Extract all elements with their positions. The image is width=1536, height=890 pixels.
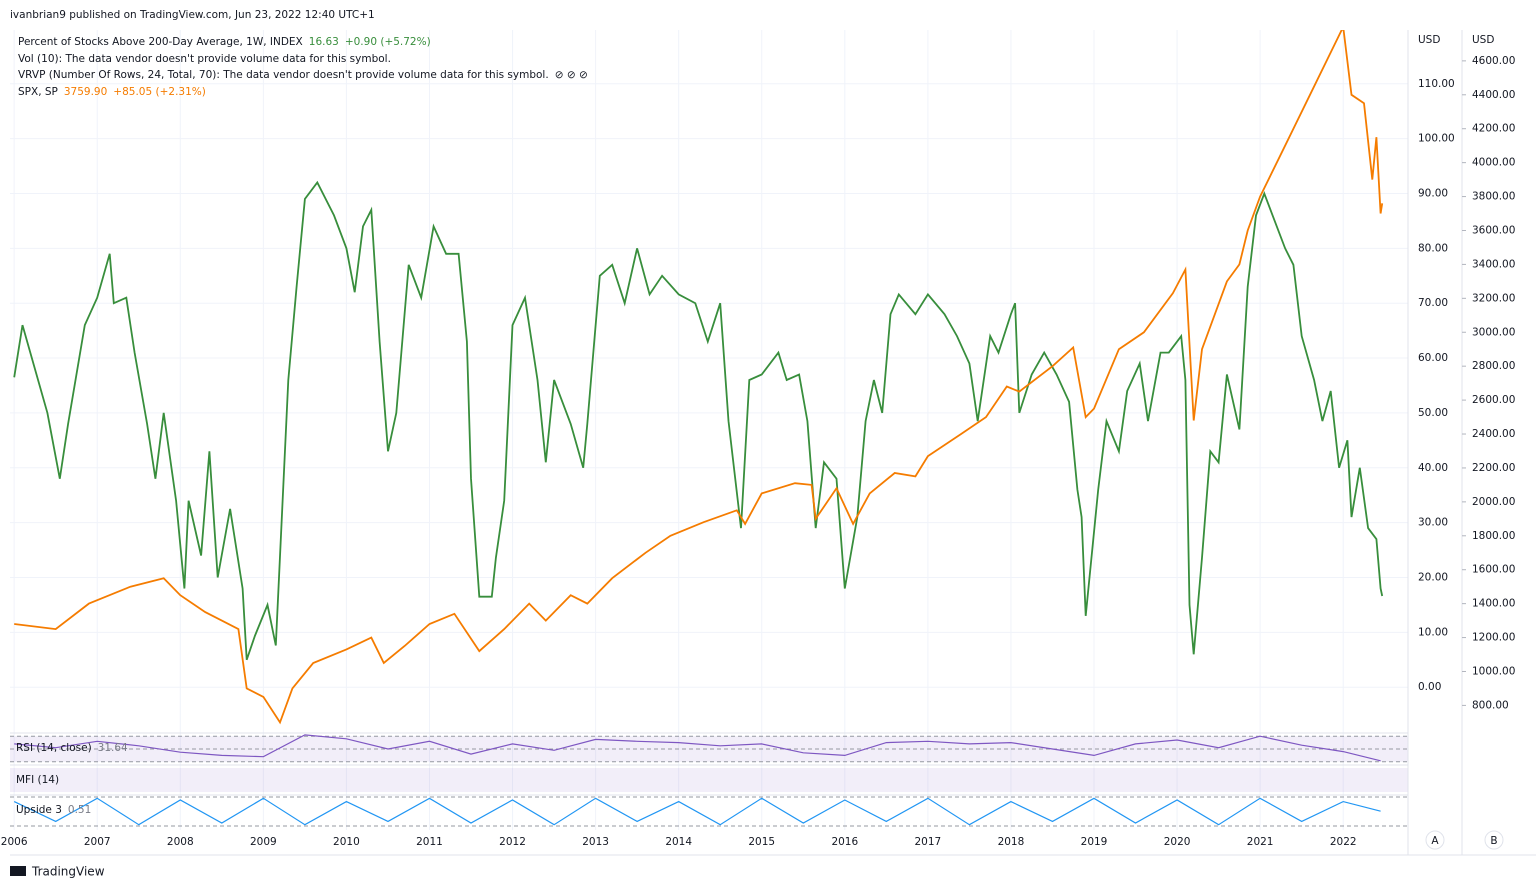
legend-name: Vol (10): The data vendor doesn't provid… [18,53,391,65]
logo [10,866,26,876]
panel-label: MFI (14) [16,774,59,786]
legend-name: SPX, SP 3759.90 +85.05 (+2.31%) [18,86,206,98]
y2-tick-label: 4200.00 [1472,123,1515,135]
panel-last: 0.51 [68,804,91,816]
y2-tick-label: 4400.00 [1472,89,1515,101]
x-tick-label: 2007 [84,836,111,848]
publisher: ivanbrian9 published on TradingView.com,… [10,9,375,21]
y-tick-label: 20.00 [1418,571,1448,583]
y2-tick-label: 4000.00 [1472,157,1515,169]
scale-button[interactable] [1425,830,1445,850]
y2-tick-label: 3000.00 [1472,326,1515,338]
y2-tick-label: 2800.00 [1472,360,1515,372]
axis-unit: USD [1418,34,1440,46]
rsi-band [10,736,1408,762]
panel-label: Upside 3 0.51 [16,804,91,816]
x-tick-label: 2017 [915,836,942,848]
x-tick-label: 2015 [748,836,775,848]
x-tick-label: 2011 [416,836,443,848]
y2-tick-label: 2400.00 [1472,428,1515,440]
y2-tick-label: 2000.00 [1472,496,1515,508]
y2-tick-label: 1800.00 [1472,530,1515,542]
y-tick-label: 0.00 [1418,681,1441,693]
panel-name: RSI (14, close) [16,742,92,754]
legend-name: VRVP (Number Of Rows, 24, Total, 70): Th… [18,69,588,81]
panel-name: Upside 3 [16,804,62,816]
y-tick-label: 80.00 [1418,242,1448,254]
y2-tick-label: 2600.00 [1472,394,1515,406]
series-line [13,180,1384,661]
legend: Percent of Stocks Above 200-Day Average,… [18,36,588,98]
y-tick-label: 100.00 [1418,133,1455,145]
y-tick-label: 70.00 [1418,297,1448,309]
y2-tick-label: 1200.00 [1472,632,1515,644]
y-tick-label: 30.00 [1418,517,1448,529]
y2-tick-label: 1400.00 [1472,598,1515,610]
x-tick-label: 2020 [1164,836,1191,848]
grid [10,30,1408,830]
y2-tick-label: 1600.00 [1472,564,1515,576]
panel-last: 31.64 [98,742,128,754]
scale-button-label[interactable]: B [1490,835,1497,847]
mfi-band [10,768,1408,792]
plots [13,30,1384,826]
y2-tick-label: 2200.00 [1472,462,1515,474]
x-tick-label: 2008 [167,836,194,848]
y2-tick-label: 3600.00 [1472,224,1515,236]
y-tick-label: 10.00 [1418,626,1448,638]
x-tick-label: 2006 [1,836,28,848]
x-tick-label: 2022 [1330,836,1357,848]
y2-tick-label: 4600.00 [1472,55,1515,67]
y2-tick-label: 1000.00 [1472,665,1515,677]
y-tick-label: 60.00 [1418,352,1448,364]
y-tick-label: 50.00 [1418,407,1448,419]
x-tick-label: 2009 [250,836,277,848]
indicator-line [14,734,1381,762]
series-line [14,30,1384,725]
scale-button-label[interactable]: A [1431,835,1439,847]
axis-unit: USD [1472,34,1494,46]
x-tick-label: 2021 [1247,836,1274,848]
panel-name: MFI (14) [16,774,59,786]
y2-tick-label: 3200.00 [1472,292,1515,304]
x-tick-label: 2016 [831,836,858,848]
x-tick-label: 2014 [665,836,692,848]
y2-tick-label: 800.00 [1472,699,1509,711]
x-tick-label: 2010 [333,836,360,848]
x-tick-label: 2012 [499,836,526,848]
y-tick-label: 110.00 [1418,78,1455,90]
y2-tick-label: 3800.00 [1472,191,1515,203]
scale-button[interactable] [1484,830,1504,850]
panel-label: RSI (14, close) 31.64 [16,742,128,754]
brand: TradingView [31,865,105,879]
x-tick-label: 2013 [582,836,609,848]
x-tick-label: 2018 [998,836,1025,848]
indicator-line [13,797,1381,826]
y-tick-label: 90.00 [1418,187,1448,199]
legend-name: Percent of Stocks Above 200-Day Average,… [18,36,431,48]
y2-tick-label: 3400.00 [1472,258,1515,270]
x-tick-label: 2019 [1081,836,1108,848]
y-tick-label: 40.00 [1418,462,1448,474]
